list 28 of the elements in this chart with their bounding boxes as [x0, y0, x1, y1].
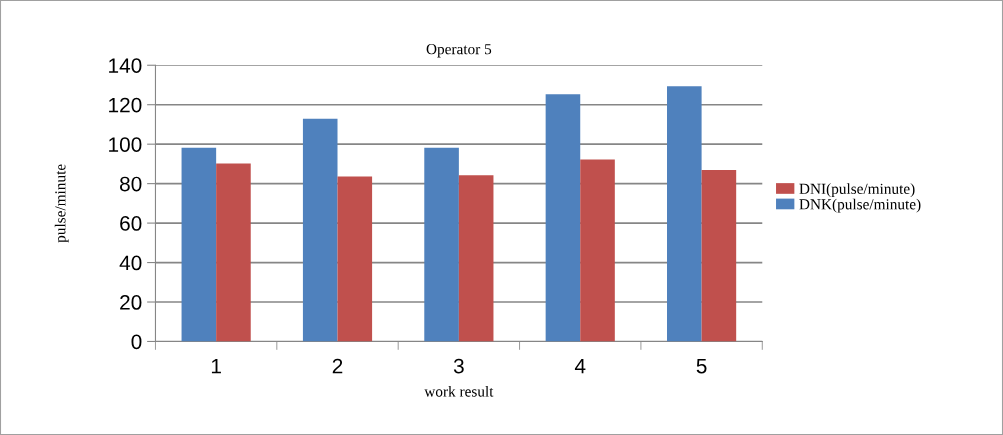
y-tick-label: 20 [120, 295, 142, 310]
x-axis-title: work result [424, 385, 494, 397]
bar [580, 159, 615, 342]
bar [458, 175, 494, 342]
bar [181, 147, 217, 342]
bar [337, 176, 373, 342]
y-tick-label: 120 [109, 97, 142, 113]
bar [701, 170, 737, 342]
chart-title: Operator 5 [426, 44, 492, 58]
bar [545, 94, 581, 342]
x-tick-label: 2 [332, 358, 343, 374]
bar [667, 86, 702, 342]
bar [216, 163, 251, 342]
y-tick-label: 140 [109, 58, 142, 73]
y-tick-label: 100 [109, 137, 142, 152]
legend-label: DNK(pulse/minute) [799, 198, 921, 213]
bar [424, 147, 459, 342]
x-tick-label: 4 [574, 358, 586, 374]
x-tick-label: 1 [211, 358, 221, 374]
y-axis-title: pulse/minute [54, 164, 69, 243]
y-tick-label: 40 [119, 255, 142, 271]
bar [302, 118, 338, 342]
y-tick-label: 60 [120, 216, 142, 231]
legend-label: DNI(pulse/minute) [799, 183, 915, 198]
x-tick-label: 3 [453, 358, 464, 374]
y-tick-label: 0 [131, 334, 142, 350]
x-tick-label: 5 [696, 358, 707, 374]
y-tick-label: 80 [120, 176, 142, 192]
